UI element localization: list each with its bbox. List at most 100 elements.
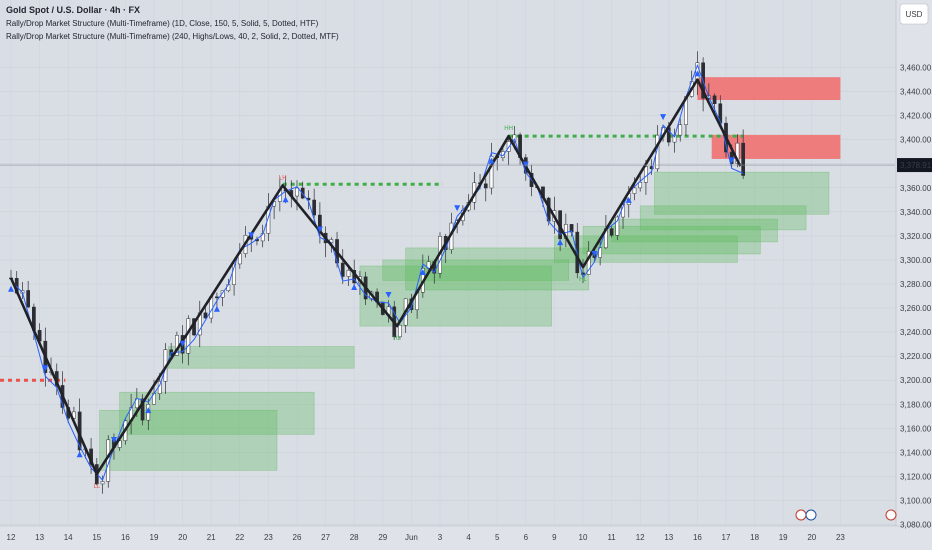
candle bbox=[300, 187, 305, 199]
x-tick-label: 17 bbox=[722, 533, 731, 542]
candle bbox=[638, 182, 643, 189]
htf-structure-line bbox=[9, 78, 742, 476]
x-tick-label: 19 bbox=[779, 533, 788, 542]
y-tick-label: 3,440.00 bbox=[900, 88, 932, 97]
candle bbox=[581, 272, 585, 275]
swing-marker bbox=[694, 70, 701, 77]
y-tick-label: 3,340.00 bbox=[900, 208, 932, 217]
y-tick-label: 3,180.00 bbox=[900, 400, 932, 409]
candle bbox=[398, 324, 402, 338]
x-tick-label: 6 bbox=[524, 533, 529, 542]
x-tick-label: 20 bbox=[178, 533, 187, 542]
time-axis: 12 13 14 15 16 19 20 21 22 23 26 27 28 29 Jun 3 4 5 6 9 10 11… bbox=[7, 533, 846, 542]
swing-marker bbox=[42, 365, 49, 372]
candle bbox=[678, 124, 683, 136]
indicator-htf[interactable]: Rally/Drop Market Structure (Multi-Timef… bbox=[6, 19, 319, 28]
candle bbox=[632, 187, 637, 194]
y-tick-label: 3,220.00 bbox=[900, 352, 932, 361]
y-tick-label: 3,420.00 bbox=[900, 112, 932, 121]
candle bbox=[512, 134, 517, 142]
x-tick-label: 5 bbox=[495, 533, 500, 542]
swing-label: LL bbox=[93, 484, 100, 490]
swing-marker bbox=[213, 305, 220, 312]
last-price-bg bbox=[897, 158, 932, 173]
candle bbox=[312, 199, 317, 216]
x-tick-label: 23 bbox=[836, 533, 845, 542]
candle bbox=[649, 166, 654, 170]
currency-button[interactable]: USD bbox=[899, 3, 929, 25]
y-tick-label: 3,160.00 bbox=[900, 424, 932, 433]
candle bbox=[26, 290, 31, 308]
demand-zone bbox=[654, 171, 830, 215]
candle bbox=[741, 142, 746, 176]
swing-marker bbox=[316, 226, 323, 233]
event-icons[interactable] bbox=[795, 509, 897, 521]
htf-structure-layer: LL LH HL HH HL bbox=[9, 78, 742, 490]
swing-label: HL bbox=[393, 336, 401, 342]
candle bbox=[215, 296, 219, 299]
y-tick-label: 3,280.00 bbox=[900, 280, 932, 289]
chart-legend[interactable]: Gold Spot / U.S. Dollar · 4h · FX Rally/… bbox=[6, 4, 339, 43]
candle bbox=[655, 134, 660, 170]
x-tick-label: 29 bbox=[378, 533, 387, 542]
y-tick-label: 3,080.00 bbox=[900, 521, 932, 530]
swing-marker bbox=[419, 268, 426, 275]
x-tick-label: 19 bbox=[150, 533, 159, 542]
y-tick-label: 3,120.00 bbox=[900, 472, 932, 481]
swing-marker bbox=[76, 451, 83, 458]
levels-layer bbox=[0, 134, 744, 382]
x-tick-label: Jun bbox=[405, 533, 418, 542]
swing-marker bbox=[145, 407, 152, 414]
demand-zone bbox=[639, 205, 807, 231]
y-tick-label: 3,320.00 bbox=[900, 232, 932, 241]
swing-marker bbox=[557, 239, 564, 246]
swing-marker bbox=[248, 232, 255, 239]
symbol-title: Gold Spot / U.S. Dollar · 4h · FX bbox=[6, 5, 141, 15]
candle bbox=[712, 95, 717, 104]
y-tick-label: 3,240.00 bbox=[900, 328, 932, 337]
y-tick-label: 3,360.00 bbox=[900, 184, 932, 193]
candle bbox=[483, 183, 488, 189]
swing-marker bbox=[728, 157, 735, 164]
indicator-mtf[interactable]: Rally/Drop Market Structure (Multi-Timef… bbox=[6, 32, 339, 41]
candle bbox=[340, 262, 345, 277]
candle bbox=[100, 481, 105, 485]
x-tick-label: 23 bbox=[264, 533, 273, 542]
candle bbox=[489, 155, 494, 189]
swing-marker bbox=[351, 284, 358, 291]
price-axis-bg[interactable] bbox=[896, 0, 932, 550]
x-tick-label: 14 bbox=[64, 533, 73, 542]
x-tick-label: 13 bbox=[35, 533, 44, 542]
x-tick-label: 28 bbox=[350, 533, 359, 542]
candle bbox=[203, 312, 208, 319]
swing-marker bbox=[179, 340, 186, 347]
swing-marker bbox=[488, 157, 495, 164]
candle bbox=[506, 141, 511, 152]
swing-marker bbox=[282, 196, 289, 203]
x-tick-label: 27 bbox=[321, 533, 330, 542]
x-tick-label: 13 bbox=[664, 533, 673, 542]
us-flag-icon bbox=[795, 509, 807, 521]
y-tick-label: 3,300.00 bbox=[900, 256, 932, 265]
demand-zone bbox=[119, 391, 315, 435]
x-tick-label: 22 bbox=[235, 533, 244, 542]
candle bbox=[609, 228, 614, 236]
x-tick-label: 16 bbox=[121, 533, 130, 542]
currency-label: USD bbox=[906, 10, 923, 19]
demand-zone bbox=[168, 346, 355, 369]
y-tick-label: 3,260.00 bbox=[900, 304, 932, 313]
x-tick-label: 11 bbox=[607, 533, 616, 542]
us-flag-icon bbox=[885, 509, 897, 521]
swing-marker bbox=[591, 250, 598, 257]
demand-zone bbox=[554, 235, 738, 263]
y-tick-label: 3,460.00 bbox=[900, 64, 932, 73]
zones-layer bbox=[99, 77, 841, 471]
swing-marker bbox=[385, 291, 392, 298]
y-tick-label: 3,400.00 bbox=[900, 136, 932, 145]
candle bbox=[140, 398, 145, 421]
swing-label: LH bbox=[279, 175, 287, 181]
candle bbox=[232, 263, 236, 285]
markers-layer bbox=[8, 70, 735, 458]
time-axis-bg[interactable] bbox=[0, 526, 932, 550]
